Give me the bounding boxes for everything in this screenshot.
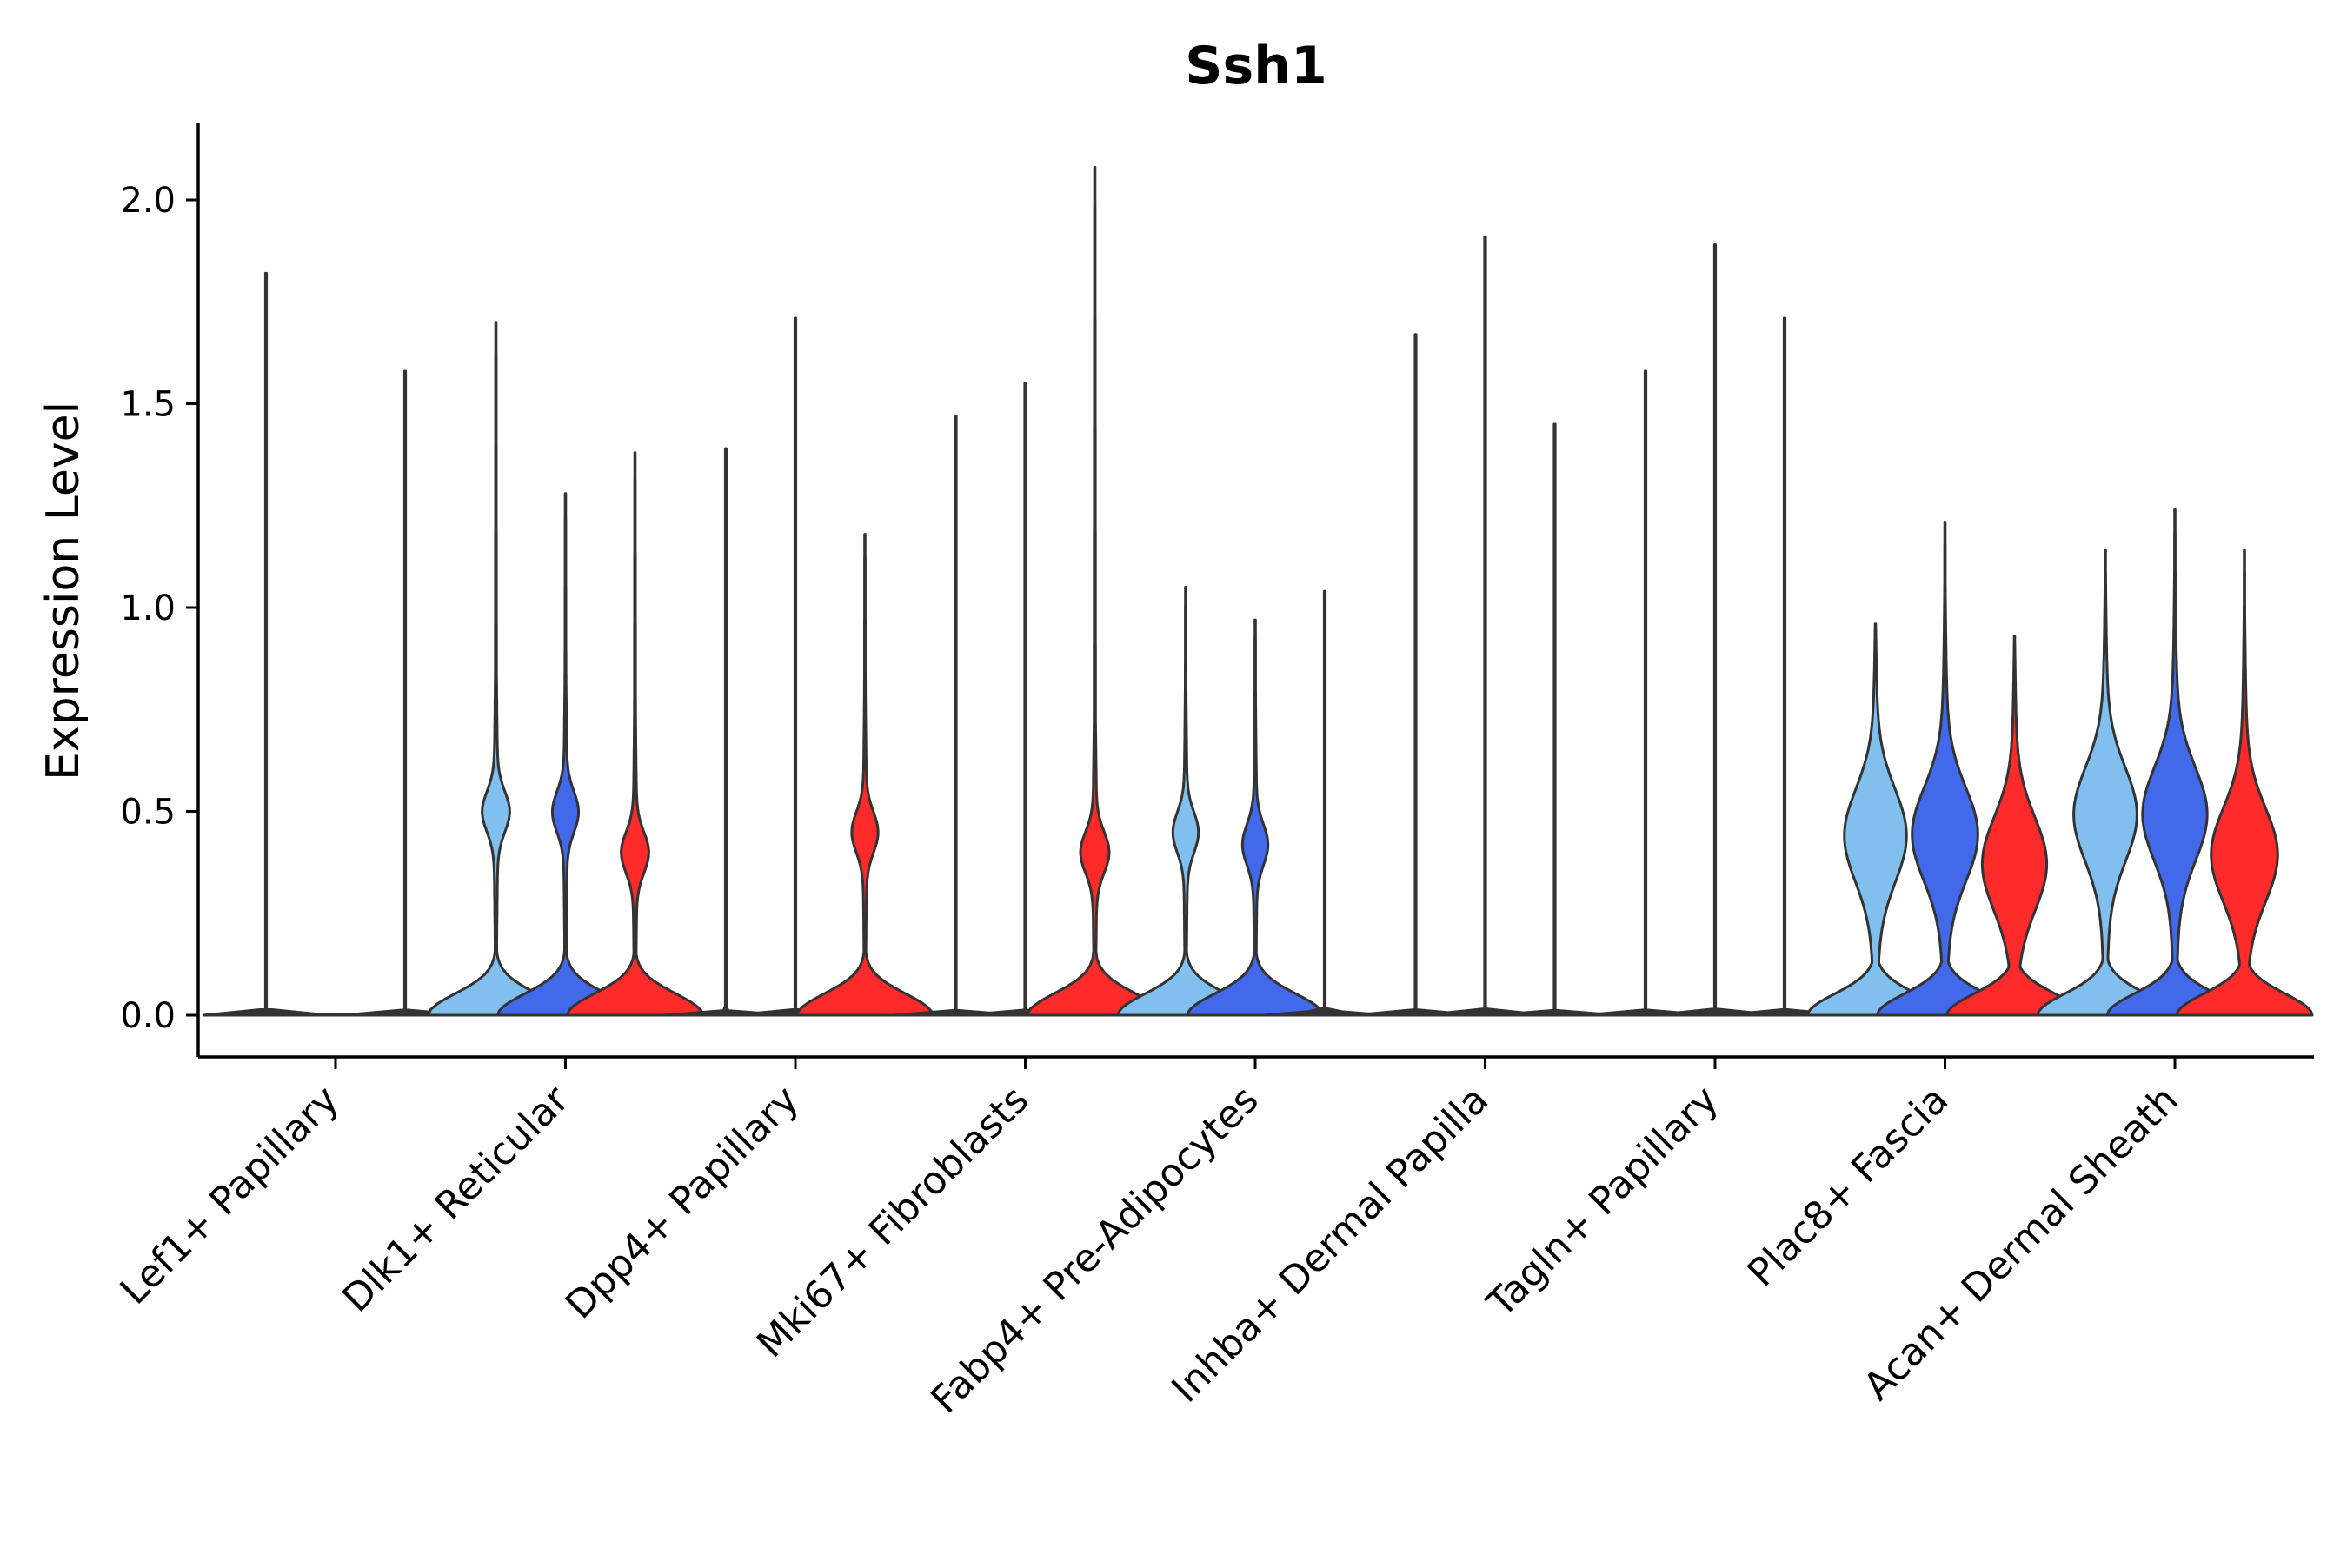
violin [2036, 548, 2175, 1017]
violin [1806, 622, 1945, 1017]
violin [1421, 235, 1549, 1017]
y-tick-label: 1.5 [120, 385, 176, 425]
y-tick-label: 0.5 [120, 793, 176, 833]
violin [662, 447, 790, 1017]
x-tick-label: Tagln+ Papillary [1479, 1078, 1727, 1326]
violin [961, 382, 1089, 1017]
violin [1026, 166, 1164, 1017]
violin [427, 321, 565, 1017]
violin [795, 533, 934, 1017]
violin [202, 271, 330, 1017]
x-tick-label: Dlk1+ Reticular [334, 1077, 578, 1321]
violin [496, 492, 635, 1017]
violin [1260, 589, 1389, 1017]
violin [1186, 618, 1325, 1017]
y-tick-label: 2.0 [120, 181, 176, 221]
violin [1491, 422, 1619, 1017]
violin [1720, 316, 1849, 1017]
violin [2105, 508, 2244, 1017]
y-axis-label: Expression Level [37, 402, 90, 781]
violin [892, 415, 1020, 1017]
violin [1876, 521, 2014, 1017]
violin [731, 316, 860, 1017]
violin [1945, 635, 2084, 1017]
chart-title: Ssh1 [1185, 36, 1326, 96]
violin [1352, 333, 1479, 1017]
y-tick-label: 0.0 [120, 996, 176, 1036]
violin [2175, 548, 2314, 1017]
x-tick-label: Lef1+ Papillary [112, 1078, 348, 1313]
y-tick-label: 1.0 [120, 588, 176, 628]
violin [1651, 243, 1779, 1017]
violin [341, 369, 469, 1017]
violin [1116, 586, 1255, 1017]
x-tick-label: Plac8+ Fascia [1739, 1078, 1958, 1296]
violin [566, 451, 704, 1017]
violin [1581, 369, 1710, 1017]
x-tick-label: Dpp4+ Papillary [557, 1078, 808, 1328]
